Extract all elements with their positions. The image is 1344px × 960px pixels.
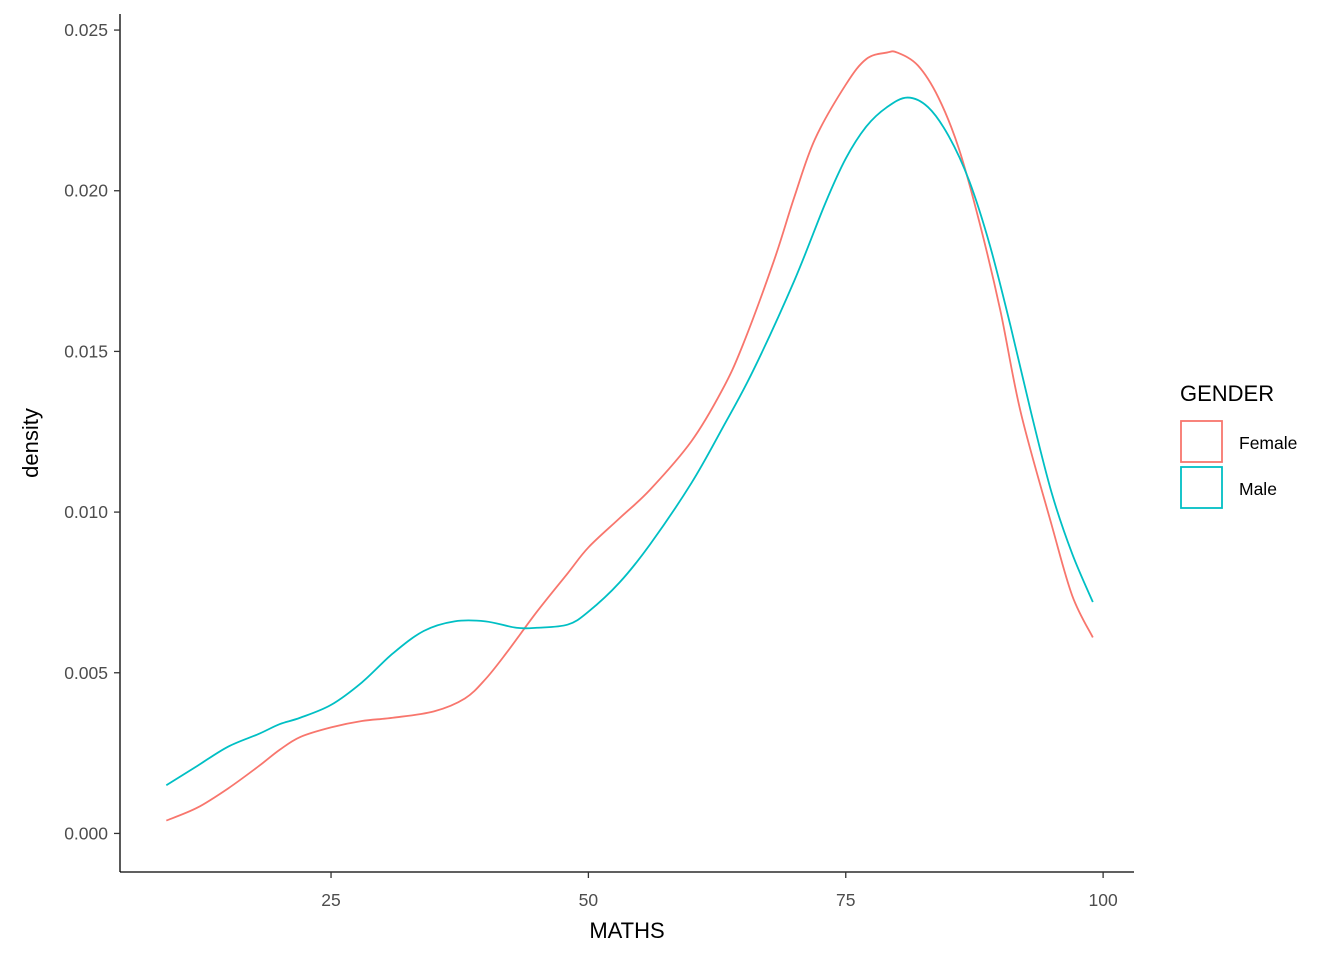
y-tick-label: 0.010 <box>64 502 108 522</box>
series-line-female <box>165 50 1094 822</box>
x-tick-label: 25 <box>321 890 340 910</box>
legend-label-female: Female <box>1239 433 1297 453</box>
legend: GENDER Female Male <box>1180 381 1297 509</box>
y-tick-label: 0.005 <box>64 663 108 683</box>
x-tick-label: 100 <box>1089 890 1118 910</box>
y-tick-label: 0.000 <box>64 823 108 843</box>
series-line-male <box>165 96 1094 787</box>
y-axis-title: density <box>18 408 43 478</box>
legend-key-male <box>1180 466 1223 509</box>
x-tick-label: 75 <box>836 890 855 910</box>
x-axis-ticks: 25 50 75 100 <box>321 872 1118 910</box>
legend-label-male: Male <box>1239 479 1277 499</box>
y-tick-label: 0.020 <box>64 181 108 201</box>
y-axis-ticks: 0.000 0.005 0.010 0.015 0.020 0.025 <box>64 20 120 843</box>
y-tick-label: 0.015 <box>64 341 108 361</box>
y-tick-label: 0.025 <box>64 20 108 40</box>
plot-area <box>165 50 1094 822</box>
legend-key-female <box>1180 420 1223 463</box>
x-tick-label: 50 <box>579 890 599 910</box>
legend-title: GENDER <box>1180 381 1274 406</box>
x-axis-title: MATHS <box>589 918 664 943</box>
